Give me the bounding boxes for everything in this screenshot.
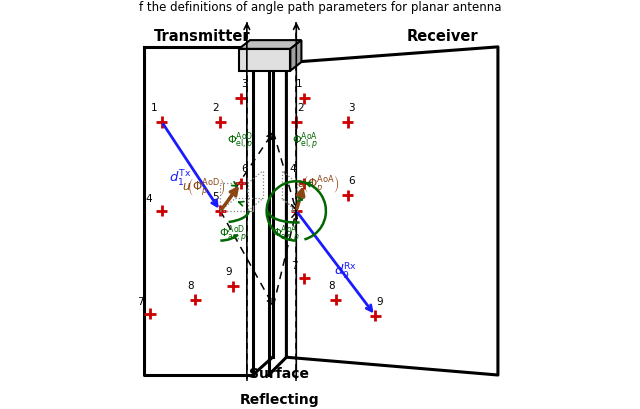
- Text: 7: 7: [137, 297, 143, 307]
- Text: 8: 8: [328, 281, 334, 291]
- Text: 2: 2: [212, 103, 219, 113]
- Text: f the definitions of angle path parameters for planar antenna: f the definitions of angle path paramete…: [139, 1, 501, 14]
- Text: $\Phi_{\mathrm{el},p}^{\mathrm{AoD}}$: $\Phi_{\mathrm{el},p}^{\mathrm{AoD}}$: [227, 131, 253, 153]
- Polygon shape: [291, 40, 301, 71]
- Text: Receiver: Receiver: [407, 29, 479, 44]
- Text: 3: 3: [241, 79, 248, 90]
- Text: $u\!\left(\Phi_p^{\mathrm{AoA}}\right)$: $u\!\left(\Phi_p^{\mathrm{AoA}}\right)$: [297, 173, 339, 195]
- Text: Reflecting: Reflecting: [239, 393, 319, 407]
- Text: Surface: Surface: [249, 367, 309, 381]
- Text: 4: 4: [289, 164, 296, 174]
- Text: 6: 6: [241, 164, 248, 174]
- Text: 7: 7: [291, 261, 298, 271]
- Text: 4: 4: [145, 194, 152, 204]
- Text: 5: 5: [297, 192, 303, 202]
- Text: 3: 3: [348, 103, 355, 113]
- Text: 6: 6: [348, 176, 355, 186]
- Text: Transmitter: Transmitter: [154, 29, 251, 44]
- Text: $\Phi_{\mathrm{el},p}^{\mathrm{AoA}}$: $\Phi_{\mathrm{el},p}^{\mathrm{AoA}}$: [292, 131, 318, 153]
- Text: 8: 8: [188, 281, 194, 291]
- Text: $d_9^{\mathrm{Rx}}$: $d_9^{\mathrm{Rx}}$: [334, 262, 357, 282]
- Text: $\Phi_{\mathrm{az},p}^{\mathrm{AoA}}$: $\Phi_{\mathrm{az},p}^{\mathrm{AoA}}$: [272, 224, 301, 246]
- Text: $d_1^{\mathrm{Tx}}$: $d_1^{\mathrm{Tx}}$: [168, 169, 191, 189]
- Text: 2: 2: [297, 103, 303, 113]
- Text: $\Phi_{\mathrm{az},p}^{\mathrm{AoD}}$: $\Phi_{\mathrm{az},p}^{\mathrm{AoD}}$: [219, 224, 247, 246]
- Text: 1: 1: [150, 103, 157, 113]
- Text: 9: 9: [376, 297, 383, 307]
- Text: 5: 5: [212, 192, 219, 202]
- Text: 9: 9: [225, 267, 232, 277]
- Text: 1: 1: [296, 79, 303, 90]
- Polygon shape: [239, 40, 301, 49]
- Text: $u\!\left(\Phi_p^{\mathrm{AoD}}\right)$: $u\!\left(\Phi_p^{\mathrm{AoD}}\right)$: [182, 176, 225, 198]
- Polygon shape: [239, 49, 291, 71]
